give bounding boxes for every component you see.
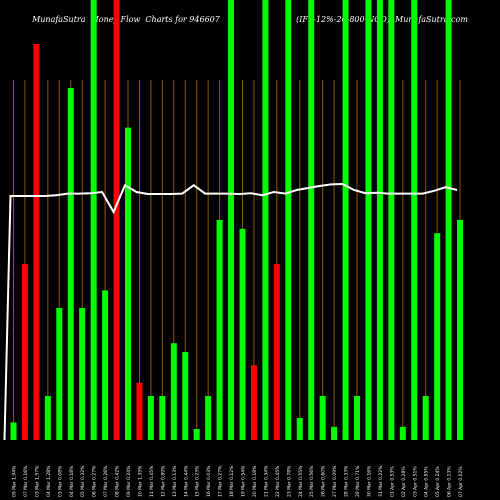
tick-label: 04 Mar 0.18%	[69, 465, 75, 497]
bar	[44, 396, 51, 440]
flow-line	[3, 182, 458, 441]
tick-label: 08 Mar 0.42%	[115, 465, 121, 497]
tick-label: 03 Mar 0.08%	[57, 465, 63, 497]
tick-label: 15 Mar 0.23%	[195, 465, 201, 497]
tick-label: 07 Mar 0.16%	[23, 465, 29, 497]
tick-label: 06 Apr 0.13%	[447, 466, 453, 497]
bar	[102, 290, 109, 440]
tick-label: 07 Mar 0.26%	[103, 465, 109, 497]
bar	[239, 228, 246, 440]
tick-label: 30 Mar 0.16%	[366, 465, 372, 497]
bar	[147, 396, 154, 440]
tick-label: 09 Mar 1.94%	[12, 465, 18, 497]
bar	[422, 396, 429, 440]
bar	[193, 429, 200, 440]
bar	[445, 0, 452, 440]
bar	[79, 308, 86, 440]
tick-label: 29 Mar 0.71%	[355, 465, 361, 497]
tick-label: 05 Apr 0.24%	[435, 466, 441, 497]
tick-label: 06 Mar 0.27%	[92, 465, 98, 497]
bar	[319, 396, 326, 440]
tick-label: 10 Mar 1.35%	[137, 465, 143, 497]
tick-label: 28 Mar 0.33%	[344, 465, 350, 497]
tick-label: 21 Mar 0.34%	[263, 465, 269, 497]
bar	[331, 426, 338, 440]
tick-label: 01 Apr 0.53%	[389, 466, 395, 497]
tick-label: 23 Mar 0.78%	[286, 465, 292, 497]
tick-label: 19 Mar 0.54%	[241, 465, 247, 497]
bar	[342, 0, 349, 440]
tick-label: 05 Mar 0.32%	[80, 465, 86, 497]
bar	[388, 0, 395, 440]
bar	[308, 0, 315, 440]
bar	[216, 220, 223, 440]
bar	[56, 308, 63, 440]
tick-label: 24 Mar 0.55%	[298, 465, 304, 497]
tick-label: 14 Mar 0.44%	[183, 465, 189, 497]
tick-label: 13 Mar 0.13%	[172, 465, 178, 497]
bar	[90, 0, 97, 440]
bar	[434, 233, 441, 440]
tick-label: 26 Mar 0.60%	[321, 465, 327, 497]
tick-label: 20 Mar 0.18%	[252, 465, 258, 497]
bar	[21, 264, 28, 440]
tick-label: 31 Mar 0.22%	[378, 465, 384, 497]
bar	[125, 127, 131, 440]
bar	[182, 352, 189, 440]
tick-label: 03 Mar 1.57%	[34, 465, 40, 497]
bar	[228, 0, 235, 440]
bar	[159, 396, 166, 440]
bar	[33, 44, 40, 440]
bar	[170, 343, 177, 440]
bar	[67, 88, 74, 440]
bar	[457, 220, 464, 440]
tick-label: 25 Mar 0.56%	[309, 465, 315, 497]
tick-label: 18 Mar 0.12%	[229, 465, 235, 497]
bar	[136, 382, 143, 440]
bar	[296, 418, 303, 440]
tick-label: 11 Mar 0.45%	[149, 465, 155, 497]
bar	[354, 396, 360, 440]
bar	[10, 422, 17, 440]
tick-label: 09 Mar 0.24%	[126, 465, 132, 497]
bar	[285, 0, 292, 440]
tick-label: 17 Mar 0.27%	[218, 465, 224, 497]
tick-label: 02 Apr 0.28%	[401, 466, 407, 497]
bar	[262, 0, 269, 440]
bar	[411, 0, 418, 440]
bar	[399, 426, 406, 440]
bar	[250, 365, 257, 440]
bar	[113, 0, 120, 440]
bar	[273, 264, 280, 440]
tick-label: 04 Apr 0.95%	[424, 466, 430, 497]
bar	[365, 0, 372, 440]
tick-label: 27 Mar 0.09%	[332, 465, 338, 497]
tick-label: 03 Apr 0.51%	[412, 466, 418, 497]
tick-label: 16 Mar 0.03%	[206, 465, 212, 497]
bar	[376, 0, 383, 440]
tick-label: 07 Apr 0.02%	[458, 466, 464, 497]
tick-label: 12 Mar 0.89%	[160, 465, 166, 497]
tick-label: 22 Mar 0.45%	[275, 465, 281, 497]
bar	[205, 396, 212, 440]
tick-label: 04 Mar 1.28%	[46, 465, 52, 497]
